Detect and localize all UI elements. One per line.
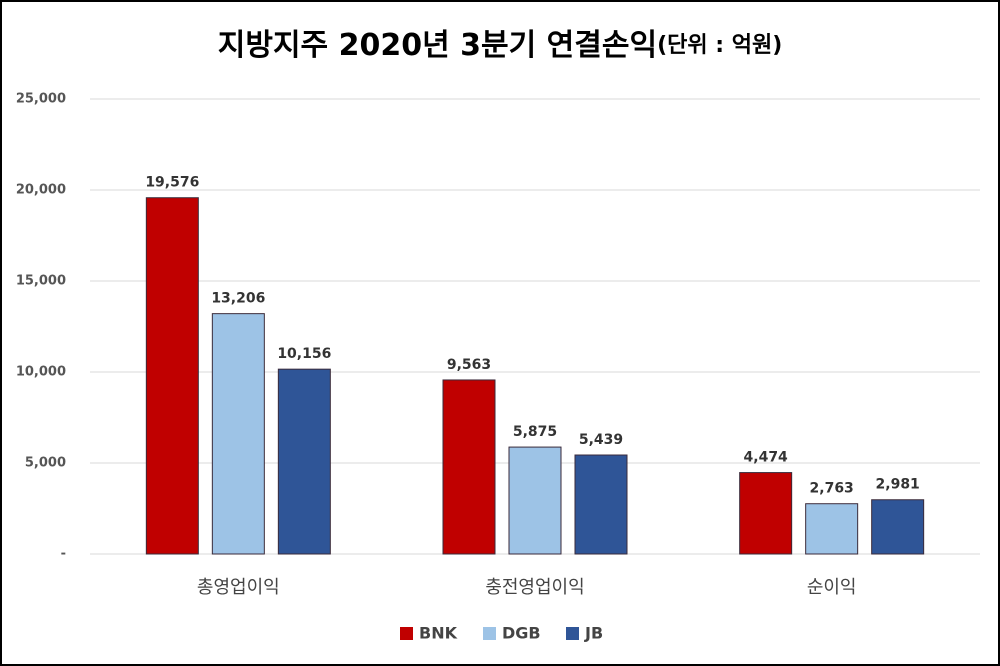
value-label: 13,206 <box>211 291 265 307</box>
bar <box>871 499 925 555</box>
legend-label: JB <box>584 624 603 643</box>
bar <box>805 503 859 555</box>
bar <box>442 379 496 555</box>
x-tick-label: 총영업이익 <box>197 577 280 598</box>
bar <box>145 197 199 555</box>
value-label: 9,563 <box>447 357 491 373</box>
legend-label: DGB <box>502 624 541 643</box>
bar <box>574 454 628 555</box>
bar <box>211 313 265 555</box>
value-label: 2,763 <box>810 481 854 497</box>
value-label: 2,981 <box>876 477 920 493</box>
bar <box>739 472 793 555</box>
legend-label: BNK <box>419 624 458 643</box>
title-main: 지방지주 2020년 3분기 연결손익 <box>218 28 657 63</box>
y-tick-label: 5,000 <box>25 456 66 471</box>
chart-title: 지방지주 2020년 3분기 연결손익(단위 : 억원) <box>218 28 783 63</box>
legend-swatch <box>483 627 496 640</box>
value-label: 4,474 <box>744 450 789 466</box>
bar <box>508 446 562 555</box>
value-label: 10,156 <box>277 346 331 362</box>
title-unit: (단위 : 억원) <box>657 33 782 58</box>
y-tick-label: 10,000 <box>16 365 66 380</box>
x-tick-label: 순이익 <box>807 577 857 598</box>
bar <box>277 368 331 555</box>
legend-swatch <box>566 627 579 640</box>
y-tick-label: 25,000 <box>16 92 66 107</box>
value-label: 5,875 <box>513 424 557 440</box>
value-label: 19,576 <box>145 175 199 191</box>
y-tick-label: 20,000 <box>16 183 66 198</box>
x-tick-label: 충전영업이익 <box>485 577 584 598</box>
value-label: 5,439 <box>579 432 623 448</box>
y-tick-label: - <box>61 547 66 562</box>
legend-swatch <box>400 627 413 640</box>
y-tick-label: 15,000 <box>16 274 66 289</box>
